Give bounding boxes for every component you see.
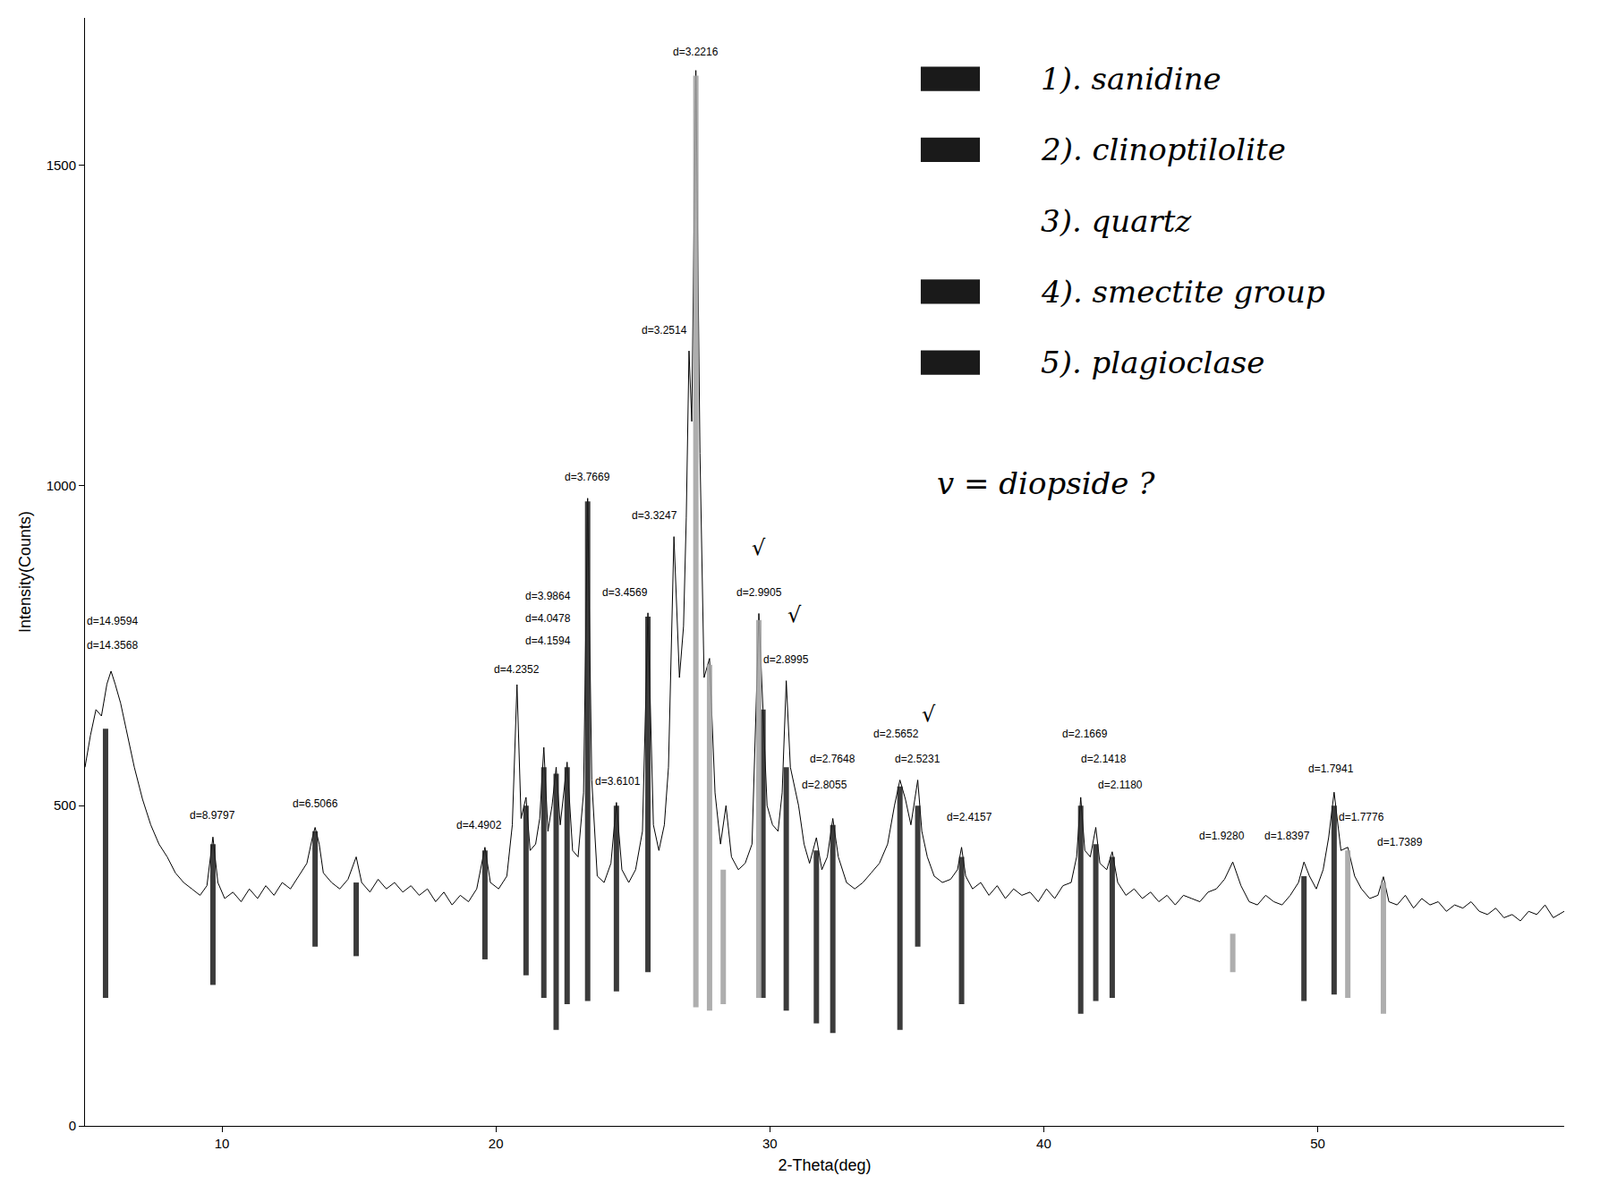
svg-text:1500: 1500 bbox=[46, 157, 77, 173]
svg-text:2-Theta(deg): 2-Theta(deg) bbox=[777, 1156, 871, 1175]
svg-text:d=1.7941: d=1.7941 bbox=[1308, 762, 1354, 775]
svg-text:20: 20 bbox=[488, 1135, 504, 1151]
svg-text:5). plagioclase: 5). plagioclase bbox=[1040, 344, 1265, 381]
svg-text:0: 0 bbox=[68, 1117, 77, 1133]
svg-text:10: 10 bbox=[214, 1135, 230, 1151]
svg-text:Intensity(Counts): Intensity(Counts) bbox=[16, 510, 35, 633]
svg-text:d=3.4569: d=3.4569 bbox=[602, 586, 648, 599]
svg-text:d=8.9797: d=8.9797 bbox=[189, 808, 236, 822]
svg-text:d=1.7389: d=1.7389 bbox=[1377, 835, 1423, 849]
svg-text:1000: 1000 bbox=[46, 477, 77, 494]
svg-text:d=14.3568: d=14.3568 bbox=[86, 638, 138, 652]
svg-text:50: 50 bbox=[1310, 1135, 1326, 1151]
svg-text:d=2.1180: d=2.1180 bbox=[1097, 778, 1143, 792]
svg-text:2). clinoptilolite: 2). clinoptilolite bbox=[1040, 131, 1286, 168]
svg-text:√: √ bbox=[787, 602, 802, 628]
svg-text:d=2.1669: d=2.1669 bbox=[1062, 727, 1108, 741]
svg-text:d=3.9864: d=3.9864 bbox=[525, 589, 571, 603]
svg-text:d=3.2216: d=3.2216 bbox=[672, 45, 719, 59]
svg-text:√: √ bbox=[921, 701, 937, 727]
svg-text:d=4.2352: d=4.2352 bbox=[493, 663, 540, 676]
svg-text:4). smectite group: 4). smectite group bbox=[1040, 273, 1326, 310]
svg-text:d=4.4902: d=4.4902 bbox=[456, 818, 503, 832]
svg-text:d=3.2514: d=3.2514 bbox=[641, 323, 688, 337]
svg-text:d=4.1594: d=4.1594 bbox=[525, 634, 571, 647]
svg-text:1). sanidine: 1). sanidine bbox=[1040, 60, 1222, 97]
svg-text:d=1.7776: d=1.7776 bbox=[1338, 810, 1385, 824]
svg-text:d=2.9905: d=2.9905 bbox=[736, 586, 783, 599]
svg-text:d=2.5231: d=2.5231 bbox=[894, 752, 941, 766]
svg-text:d=2.7648: d=2.7648 bbox=[809, 752, 856, 766]
svg-text:30: 30 bbox=[762, 1135, 778, 1151]
svg-text:d=1.9280: d=1.9280 bbox=[1199, 829, 1245, 843]
svg-text:d=4.0478: d=4.0478 bbox=[525, 612, 571, 625]
svg-text:√: √ bbox=[751, 535, 766, 561]
svg-text:d=3.3247: d=3.3247 bbox=[631, 509, 678, 522]
svg-text:v = diopside ?: v = diopside ? bbox=[936, 465, 1156, 502]
svg-text:d=3.6101: d=3.6101 bbox=[595, 774, 641, 788]
svg-text:40: 40 bbox=[1036, 1135, 1052, 1151]
svg-text:d=14.9594: d=14.9594 bbox=[86, 614, 138, 628]
svg-text:d=2.8995: d=2.8995 bbox=[763, 653, 809, 666]
svg-text:d=6.5066: d=6.5066 bbox=[292, 797, 339, 810]
svg-text:d=1.8397: d=1.8397 bbox=[1264, 829, 1311, 843]
svg-text:d=2.1418: d=2.1418 bbox=[1080, 752, 1127, 766]
svg-text:500: 500 bbox=[53, 797, 77, 813]
svg-text:3). quartz: 3). quartz bbox=[1040, 203, 1192, 239]
svg-text:d=2.8055: d=2.8055 bbox=[801, 778, 848, 792]
svg-text:d=3.7669: d=3.7669 bbox=[564, 470, 611, 484]
svg-text:d=2.5652: d=2.5652 bbox=[873, 727, 920, 741]
svg-text:d=2.4157: d=2.4157 bbox=[946, 810, 993, 824]
